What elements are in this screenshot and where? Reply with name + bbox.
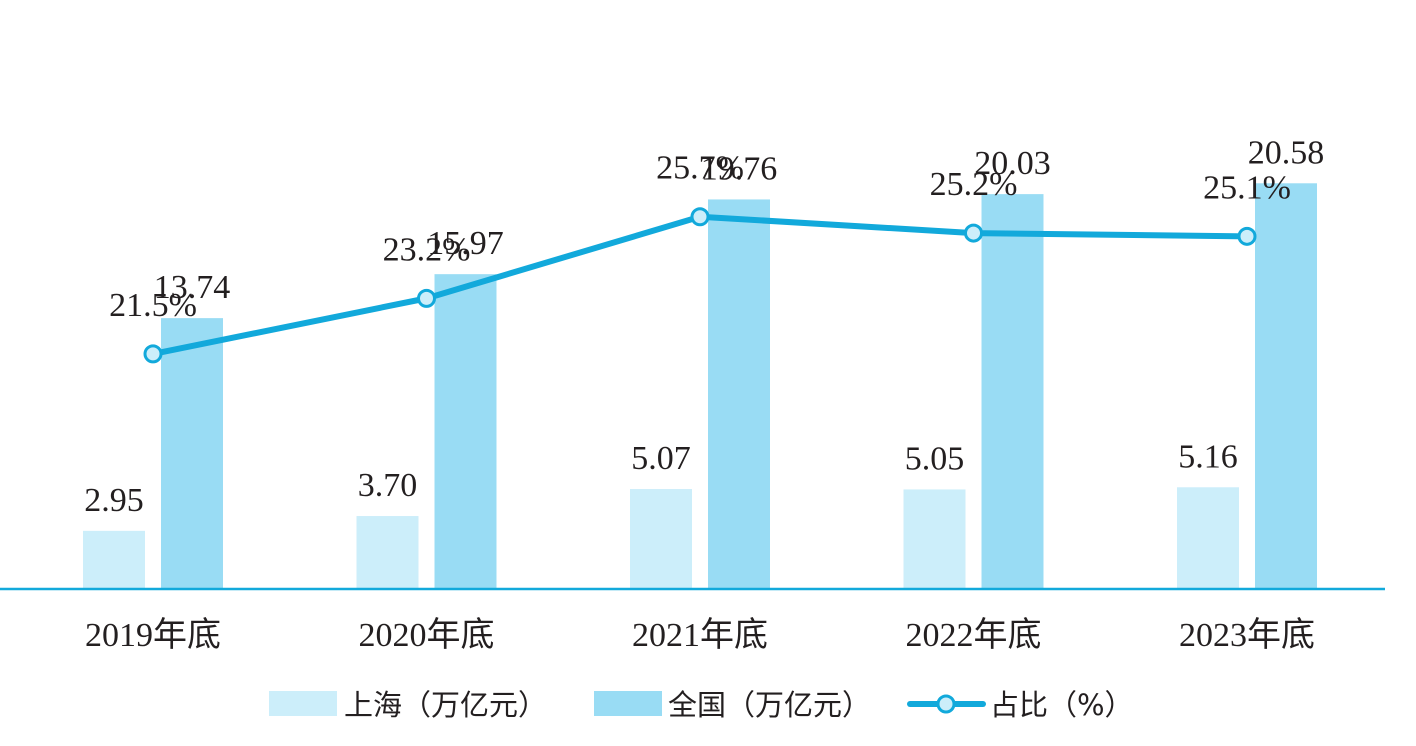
bar-label-shanghai-2: 5.07 [631, 440, 691, 477]
bar-national-4 [1255, 183, 1317, 589]
ratio-point-0 [143, 344, 163, 364]
ratio-point-2 [690, 207, 710, 227]
ratio-label-1: 23.2% [383, 231, 471, 268]
legend-marker-ratio [936, 694, 956, 714]
x-tick-label-0: 2019年底 [85, 616, 221, 654]
labels-layer: 2.95 3.70 5.07 5.05 5.16 13.74 15.97 19.76 20.03… [84, 134, 1324, 519]
bar-national-0 [161, 318, 223, 589]
bar-shanghai-2 [630, 489, 692, 589]
bar-national-3 [981, 194, 1044, 589]
bar-label-national-1: 15.97 [427, 225, 504, 262]
ratio-label-0: 21.5% [109, 287, 197, 324]
x-tick-labels: 2019年底 2020年底 2021年底 2022年底 2023年底 [85, 616, 1315, 654]
ratio-label-3: 25.2% [930, 166, 1018, 203]
legend-label-shanghai: 上海（万亿元） [344, 688, 547, 722]
legend-label-national: 全国（万亿元） [668, 688, 871, 722]
legend-swatch-national [594, 691, 662, 716]
bar-national-1 [434, 274, 497, 589]
legend-swatch-shanghai [269, 691, 337, 716]
x-tick-label-4: 2023年底 [1179, 616, 1315, 654]
ratio-label-4: 25.1% [1203, 169, 1291, 206]
bar-shanghai-1 [356, 516, 419, 589]
ratio-label-2: 25.7% [656, 150, 744, 187]
bar-label-shanghai-0: 2.95 [84, 482, 144, 519]
legend: 上海（万亿元） 全国（万亿元） 占比（%） [269, 688, 1134, 722]
bar-label-shanghai-1: 3.70 [358, 467, 418, 504]
legend-label-ratio: 占比（%） [990, 688, 1134, 722]
bar-label-shanghai-3: 5.05 [905, 440, 965, 477]
bar-label-national-0: 13.74 [154, 269, 231, 306]
bar-label-shanghai-4: 5.16 [1178, 438, 1238, 475]
bar-label-national-2: 19.76 [701, 150, 778, 187]
ratio-point-3 [964, 223, 983, 243]
line-layer [143, 207, 1257, 364]
bar-shanghai-0 [83, 530, 145, 589]
bar-shanghai-3 [903, 489, 966, 589]
ratio-point-4 [1237, 226, 1257, 246]
bar-label-national-3: 20.03 [974, 145, 1051, 182]
ratio-point-1 [417, 288, 436, 308]
bar-label-national-4: 20.58 [1248, 134, 1325, 171]
bar-shanghai-4 [1177, 487, 1239, 589]
bar-national-2 [708, 199, 770, 589]
x-tick-label-1: 2020年底 [359, 616, 495, 654]
bars-layer [83, 183, 1317, 589]
ratio-line [150, 213, 1250, 357]
x-tick-label-3: 2022年底 [906, 616, 1042, 654]
x-tick-label-2: 2021年底 [632, 616, 768, 654]
